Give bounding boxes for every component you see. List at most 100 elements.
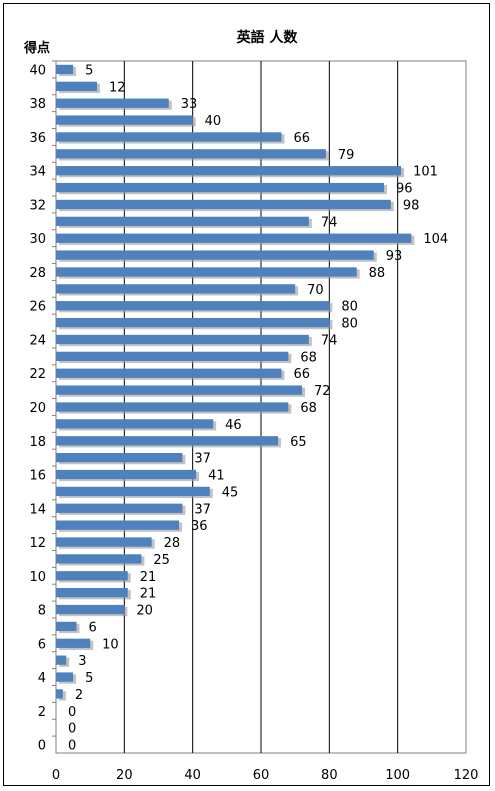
bar — [56, 537, 152, 547]
data-label: 5 — [85, 671, 93, 686]
x-tick-label: 100 — [385, 768, 410, 783]
y-tick-label: 6 — [38, 637, 46, 652]
bar-chart: 英語 人数 得点 0 20 40 60 80 100 1205401233384066367… — [23, 29, 479, 783]
bar — [56, 655, 67, 665]
bar — [56, 571, 128, 581]
y-tick-label: 38 — [29, 97, 46, 112]
bar — [56, 149, 326, 159]
data-label: 21 — [140, 587, 157, 602]
y-tick-label: 24 — [29, 333, 46, 348]
data-label: 80 — [341, 300, 358, 315]
bar — [56, 64, 74, 75]
data-label: 21 — [140, 570, 157, 585]
data-label: 40 — [205, 114, 222, 129]
bar — [56, 419, 214, 429]
bar — [56, 317, 330, 328]
data-label: 101 — [413, 165, 438, 180]
data-label: 6 — [89, 620, 97, 635]
x-tick-label: 20 — [116, 768, 133, 783]
data-label: 104 — [423, 232, 448, 247]
x-tick-label: 40 — [184, 768, 201, 783]
bar — [56, 284, 296, 294]
y-tick-label: 28 — [29, 266, 46, 281]
data-label: 37 — [194, 452, 211, 467]
chart-title: 英語 人数 — [236, 29, 299, 46]
y-tick-label: 32 — [29, 198, 46, 213]
data-label: 3 — [78, 654, 86, 669]
data-label: 68 — [300, 350, 317, 365]
data-label: 33 — [181, 97, 198, 112]
data-label: 66 — [294, 131, 311, 146]
y-tick-label: 30 — [29, 232, 46, 247]
data-label: 74 — [321, 333, 338, 348]
bar — [56, 115, 193, 125]
y-tick-label: 8 — [38, 604, 46, 619]
data-label: 37 — [194, 502, 211, 517]
bar — [56, 638, 91, 648]
data-label: 70 — [307, 283, 324, 298]
bar — [56, 520, 179, 530]
bar — [56, 368, 282, 378]
data-label: 80 — [341, 317, 358, 332]
x-tick-label: 60 — [253, 768, 270, 783]
bar — [56, 199, 391, 210]
bar — [56, 250, 374, 260]
data-label: 0 — [68, 705, 76, 720]
y-tick-label: 18 — [29, 435, 46, 450]
data-label: 93 — [386, 249, 403, 264]
bar — [56, 621, 77, 632]
bar — [56, 554, 142, 564]
data-label: 10 — [102, 637, 119, 652]
bar — [56, 402, 289, 412]
data-label: 66 — [294, 367, 311, 382]
data-label: 74 — [321, 215, 338, 230]
bar — [56, 166, 402, 176]
x-tick-label: 80 — [321, 768, 338, 783]
y-tick-label: 4 — [38, 671, 46, 686]
bar — [56, 233, 412, 243]
data-label: 41 — [208, 469, 225, 484]
x-tick-label: 0 — [52, 768, 60, 783]
y-tick-label: 20 — [29, 401, 46, 416]
bar — [56, 689, 63, 699]
bar — [56, 301, 330, 311]
data-label: 88 — [369, 266, 386, 281]
bar — [56, 267, 357, 277]
x-tick-label: 120 — [454, 768, 479, 783]
data-label: 28 — [164, 536, 181, 551]
data-label: 46 — [225, 418, 242, 433]
data-label: 96 — [396, 182, 413, 197]
y-tick-label: 26 — [29, 300, 46, 315]
y-tick-label: 2 — [38, 705, 46, 720]
data-label: 12 — [109, 80, 126, 95]
bar — [56, 182, 384, 193]
data-label: 45 — [222, 485, 239, 500]
bar — [56, 604, 125, 615]
y-tick-label: 14 — [29, 502, 46, 517]
bar — [56, 385, 302, 395]
bar — [56, 98, 169, 108]
data-label: 2 — [75, 688, 83, 703]
data-label: 65 — [290, 435, 307, 450]
y-axis-label: 得点 — [23, 40, 50, 56]
bar — [56, 452, 183, 463]
data-label: 36 — [191, 519, 208, 534]
bar — [56, 334, 309, 345]
y-tick-label: 36 — [29, 131, 46, 146]
bar — [56, 503, 183, 513]
y-tick-label: 0 — [38, 739, 46, 754]
data-label: 68 — [300, 401, 317, 416]
data-label: 25 — [153, 553, 170, 568]
y-tick-label: 34 — [29, 165, 46, 180]
y-tick-label: 22 — [29, 367, 46, 382]
data-label: 5 — [85, 63, 93, 78]
bar — [56, 132, 282, 142]
data-label: 98 — [403, 198, 420, 213]
bar — [56, 672, 74, 682]
plot-area: 0 20 40 60 80 100 1205401233384066367910134969… — [29, 60, 479, 783]
bar — [56, 351, 289, 362]
data-label: 72 — [314, 384, 331, 399]
data-label: 20 — [136, 604, 153, 619]
chart-frame: 英語 人数 得点 0 20 40 60 80 100 120 5 40 12 33 38 40 66 36 7… — [3, 3, 490, 786]
data-label: 79 — [338, 148, 355, 163]
